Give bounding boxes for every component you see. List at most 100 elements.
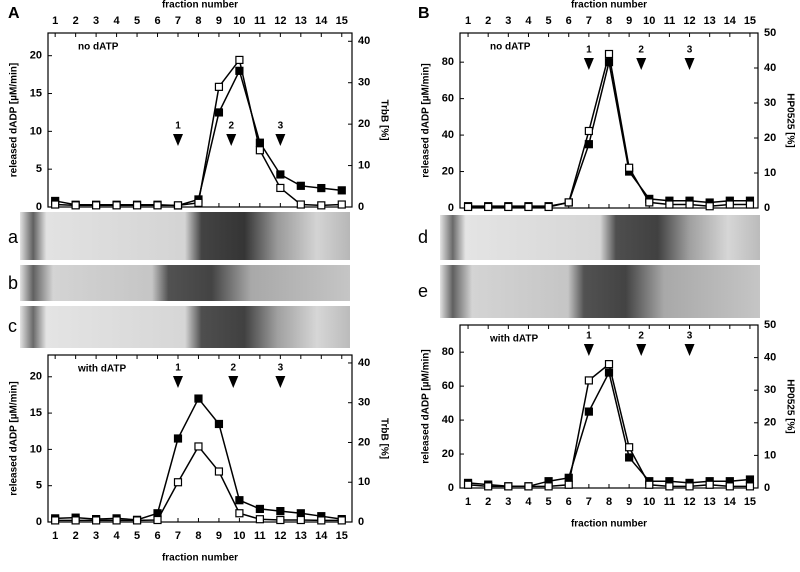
marker [214,467,224,476]
marker [524,482,533,491]
x-tick-label: 8 [195,15,201,27]
x-tick-label: 15 [744,15,756,27]
marker [584,407,593,416]
marker [544,202,553,212]
marker [337,186,346,195]
x-tick-label: 9 [626,496,632,508]
y2-tick-label: 30 [358,77,370,89]
arrow-label: 2 [228,121,234,132]
marker [92,516,101,525]
y-tick-label: 40 [442,129,454,141]
marker [524,202,533,212]
y2-tick-label: 20 [764,132,776,144]
x-tick-label: 15 [336,15,348,27]
x-axis-label: fraction number [571,519,647,530]
arrow [228,376,239,388]
x-tick-label: 5 [134,15,140,27]
y-tick-label: 15 [30,87,42,99]
y-axis-label: released dADP [µM/min] [9,381,20,496]
y2-tick-label: 50 [764,27,776,39]
y-tick-label: 40 [442,414,454,426]
y-tick-label: 80 [442,56,454,68]
gel-lane [440,215,760,260]
marker [625,163,634,172]
marker [317,516,326,525]
marker [194,198,203,207]
plot-frame [47,32,353,208]
gel-lane [440,265,760,318]
marker [276,183,285,193]
x-tick-label: 1 [465,496,471,508]
arrow [636,344,647,356]
x-tick-label: 14 [724,15,737,27]
marker [463,202,473,212]
marker [173,201,183,210]
marker [625,453,634,462]
x-tick-label: 12 [274,15,286,27]
marker [504,202,513,212]
series-line [468,53,750,208]
arrow-label: 3 [687,45,693,56]
marker [317,201,326,210]
series-line [467,370,751,488]
marker [665,200,674,209]
marker [584,126,593,136]
marker [604,368,614,377]
marker [705,480,714,489]
y2-tick-label: 20 [764,417,776,429]
gel-lane [20,212,350,260]
x-tick-label: 13 [704,15,716,27]
x-tick-label: 13 [704,496,716,508]
y-tick-label: 60 [442,380,454,392]
marker [645,480,654,489]
x-tick-label: 1 [52,530,58,542]
x-tick-label: 11 [664,496,676,508]
arrow-label: 1 [586,331,592,342]
arrow-label: 3 [278,363,284,374]
arrow-label: 1 [175,363,181,374]
y2-tick-label: 10 [358,159,370,171]
marker [564,198,573,207]
gel-label: d [418,227,428,247]
marker [255,504,264,514]
x-tick-label: 15 [744,496,756,508]
arrow-label: 3 [278,121,284,132]
y2-tick-label: 0 [764,202,770,214]
gel-label: c [8,316,17,336]
x-tick-label: 7 [175,15,181,27]
x-tick-label: 4 [114,15,121,27]
marker [604,58,614,67]
x-tick-label: 11 [664,15,676,27]
x-tick-label: 4 [525,496,532,508]
y2-tick-label: 40 [358,357,370,369]
y2-tick-label: 30 [764,384,776,396]
x-tick-label: 9 [216,15,222,27]
y-tick-label: 15 [30,407,42,419]
marker [194,442,203,451]
x-axis-label: fraction number [162,553,238,564]
y-tick-label: 5 [36,163,42,175]
y2-tick-label: 40 [764,352,776,364]
y-tick-label: 20 [30,371,42,383]
x-tick-label: 11 [254,15,266,27]
annotation: no dATP [78,42,119,53]
x-tick-label: 3 [93,530,99,542]
y2-tick-label: 10 [764,449,776,461]
marker [255,146,264,155]
marker [604,360,614,369]
marker [745,475,755,484]
x-tick-label: 8 [606,496,612,508]
x-tick-label: 5 [134,530,140,542]
plot-frame [47,354,353,523]
x-tick-label: 12 [683,15,695,27]
marker [51,200,60,209]
y-tick-label: 0 [36,516,42,528]
marker [484,202,493,212]
y-tick-label: 60 [442,93,454,105]
y2-tick-label: 0 [764,482,770,494]
x-tick-label: 5 [546,15,552,27]
x-tick-label: 8 [195,530,201,542]
y2-tick-label: 10 [358,476,370,488]
gel-lane [20,265,350,301]
